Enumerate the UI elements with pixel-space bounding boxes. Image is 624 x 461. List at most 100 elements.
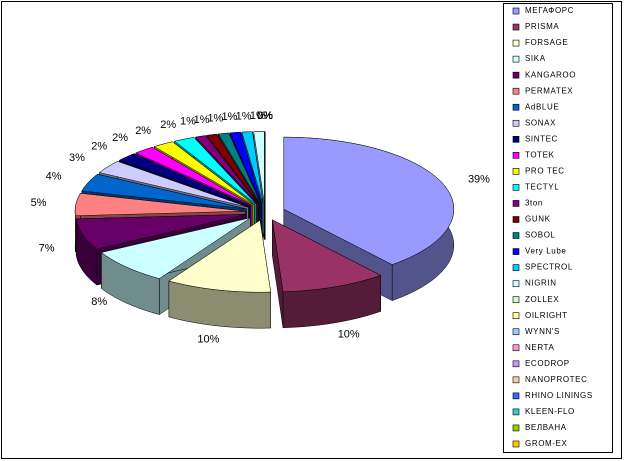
legend-swatch [512,119,520,127]
slice-top [98,161,249,208]
data-label: 0% [257,110,273,122]
legend-label: GROM-EX [525,439,567,448]
data-label: 8% [91,296,107,308]
legend-label: SINTEC [525,134,558,143]
legend-swatch [512,136,520,143]
slice-top [168,219,271,293]
legend-label: PERMATEX [525,86,573,95]
data-label: 1% [180,116,196,128]
legend-label: KANGAROO [525,70,576,79]
legend-label: WYNN'S [525,327,560,336]
slice-top [81,173,247,210]
legend-box [503,3,613,453]
legend-swatch [512,23,520,31]
slice-top [153,141,255,206]
legend-label: SPECTROL [525,263,573,272]
data-label: 2% [160,119,176,131]
legend-label: МЕГАФОРС [525,6,574,15]
data-label: 0% [257,110,273,122]
data-label: 1% [194,114,210,126]
slice-top [206,133,260,205]
legend-label: 3ton [525,199,543,208]
legend-swatch [512,392,520,400]
legend-swatch [512,55,520,63]
data-label: 10% [338,328,360,340]
data-label: 2% [91,140,107,152]
legend-label: TOTEK [525,150,555,159]
legend-label: Very Lube [525,247,566,256]
legend-label: KLEEN-FLO [525,407,575,416]
slice-top [241,131,264,204]
legend-swatch [512,424,520,432]
data-label: 1% [236,110,252,122]
slice [272,219,382,328]
legend-label: TECTYL [525,183,559,192]
slice-top [195,135,259,205]
legend-label: FORSAGE [525,38,568,47]
legend-swatch [512,216,520,223]
legend-swatch [512,87,520,95]
legend-swatch [512,408,520,416]
slice-top [272,219,382,292]
legend-swatch [512,232,520,239]
legend-label: AdBLUE [525,102,559,111]
slice-top [100,217,251,279]
data-label: 7% [39,243,55,255]
legend-label: NIGRIN [525,279,557,288]
slice-top [283,136,455,265]
data-label: 4% [46,171,62,183]
data-label: 1% [221,111,237,123]
data-label: 0% [257,110,273,122]
legend-swatch [512,248,520,255]
data-label: 0% [257,110,273,122]
data-label: 3% [69,152,85,164]
slice [168,219,271,329]
legend-swatch [512,184,520,191]
legend-swatch [512,328,520,336]
data-label: 5% [31,197,47,209]
slice-top [174,137,257,205]
data-label: 39% [468,173,490,185]
data-label: 0% [257,110,273,122]
legend-label: NERTA [525,343,554,352]
data-label: 0% [257,110,273,122]
slice-top [118,153,251,207]
data-label: 1% [207,112,223,124]
data-label: 1% [250,110,266,122]
legend-label: OILRIGHT [525,311,568,320]
pie [74,131,455,329]
legend-swatch [512,376,520,384]
legend-label: GUNK [525,215,551,224]
legend-swatch [512,39,520,47]
slice-top [74,193,246,216]
legend-label: SONAX [525,118,556,127]
legend-swatch [512,71,520,79]
legend-swatch [512,152,520,159]
legend-swatch [512,360,520,368]
legend-swatch [512,296,520,303]
slice-top [135,146,253,206]
slice-top [75,214,246,250]
legend-swatch [512,280,520,287]
legend-swatch [512,200,520,207]
legend-label: PRISMA [525,22,559,31]
data-label: 0% [257,110,273,122]
legend-swatch [512,7,520,15]
legend-label: ZOLLEX [525,295,559,304]
legend-label: NANOPROTEC [525,375,587,384]
slice-top [217,132,261,204]
data-label: 0% [257,110,273,122]
data-label: 10% [197,334,219,346]
legend-label: RHINO LININGS [525,391,593,400]
legend-label: ECODROP [525,359,570,368]
legend-swatch [512,312,520,319]
legend-swatch [512,168,520,175]
legend-label: SOBOL [525,231,556,240]
legend-swatch [512,440,520,448]
legend-label: ВЕЛВАНА [525,423,567,432]
slice-top [229,131,263,204]
legend-swatch [512,344,520,352]
legend-label: SIKA [525,54,546,63]
slice-top [253,131,265,204]
